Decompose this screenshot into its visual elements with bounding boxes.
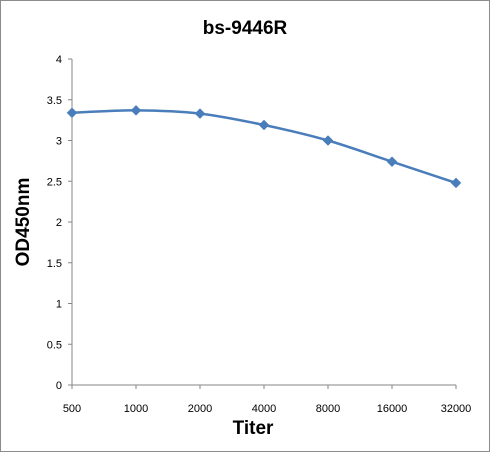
chart-title: bs-9446R [203, 18, 288, 39]
x-tick-label: 32000 [441, 403, 472, 415]
y-tick-label: 2 [56, 217, 62, 229]
x-tick-label: 4000 [252, 403, 276, 415]
data-point-marker [386, 156, 398, 168]
y-tick-label: 2.5 [47, 176, 62, 188]
data-point-marker [450, 177, 462, 189]
y-tick-label: 4 [56, 54, 62, 66]
x-axis-title: Titer [233, 418, 274, 439]
x-tick-label: 2000 [188, 403, 212, 415]
x-tick-label: 8000 [316, 403, 340, 415]
y-tick-label: 0 [56, 380, 62, 392]
y-tick-label: 3 [56, 136, 62, 148]
y-tick-label: 1 [56, 299, 62, 311]
data-point-marker [194, 108, 206, 119]
data-point-marker [66, 107, 78, 119]
x-tick-label: 1000 [124, 403, 148, 415]
y-axis-title: OD450nm [13, 178, 34, 267]
data-point-marker [322, 135, 334, 146]
y-tick-label: 0.5 [47, 339, 62, 351]
y-tick-label: 3.5 [47, 95, 62, 107]
data-point-marker [258, 119, 270, 131]
y-tick-label: 1.5 [47, 258, 62, 270]
x-tick-label: 16000 [377, 403, 408, 415]
data-point-marker [130, 104, 142, 116]
x-tick-label: 500 [63, 403, 81, 415]
